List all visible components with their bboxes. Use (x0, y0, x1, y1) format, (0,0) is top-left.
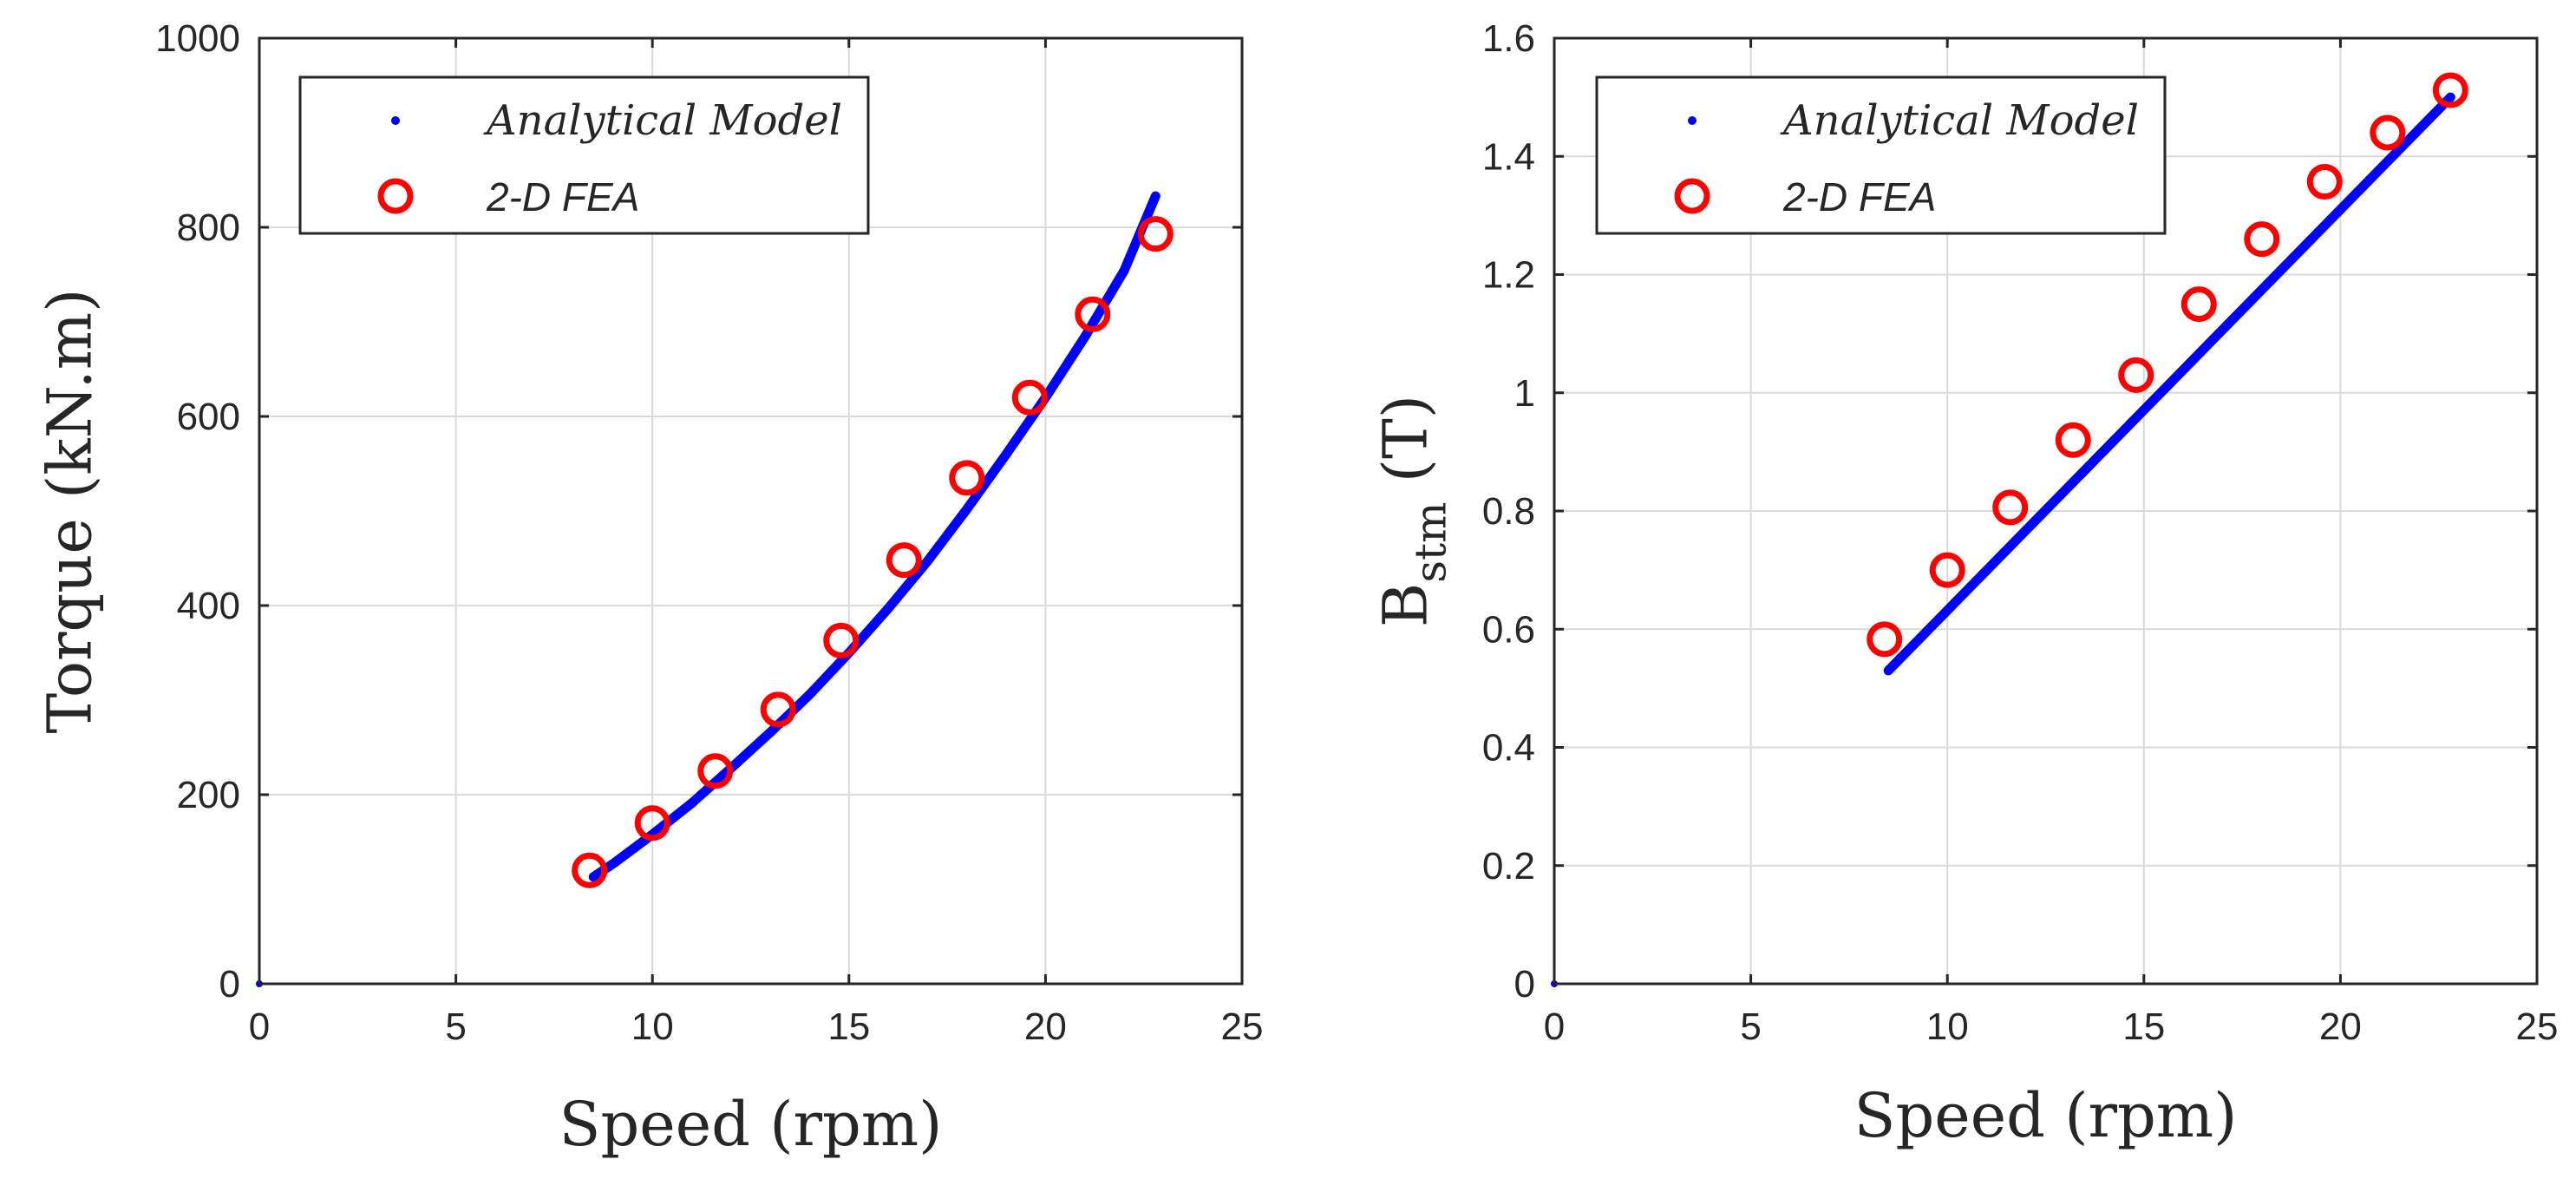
flux-y-tick-label: 1.2 (1482, 254, 1535, 297)
flux-y-axis-label: Bstm (T) (1370, 395, 1456, 627)
flux-fea-point (2055, 422, 2091, 458)
flux-y-axis-label-subscript: stm (1406, 501, 1456, 582)
torque-x-axis-label: Speed (rpm) (559, 1089, 943, 1160)
flux-fea-series (1867, 72, 2468, 658)
flux-tick-labels: 0 5 10 15 20 25 0 0.2 0.4 0.6 0.8 1 1.2 1.4 1.6 (1482, 17, 2559, 1048)
flux-y-tick-label: 0.4 (1482, 727, 1535, 770)
flux-y-tick-label: 1 (1514, 372, 1535, 415)
torque-y-tick-label: 400 (177, 585, 240, 627)
flux-y-tick-label: 0 (1514, 963, 1535, 1005)
flux-fea-point (2244, 221, 2280, 258)
torque-x-tick-label: 0 (249, 1005, 270, 1048)
torque-y-tick-label: 1000 (155, 17, 240, 60)
flux-analytical-curve (1883, 92, 2455, 676)
flux-fea-point (2118, 357, 2154, 393)
flux-fea-point (2306, 164, 2343, 200)
torque-analytical-curve (588, 191, 1161, 882)
flux-y-axis-label-main: B (1370, 583, 1442, 627)
torque-fea-series (572, 216, 1174, 888)
torque-plot-frame (258, 36, 1244, 986)
torque-x-tick-label: 10 (631, 1005, 674, 1048)
flux-legend-box (1595, 75, 2167, 235)
torque-y-tick-label: 0 (219, 963, 240, 1005)
flux-fea-point (1992, 489, 2029, 526)
flux-fea-point (2180, 286, 2217, 323)
torque-fea-point (697, 753, 734, 789)
torque-fea-point (760, 691, 796, 728)
flux-y-axis-label-unit: (T) (1370, 395, 1442, 502)
torque-legend-analytical-label: Analytical Model (483, 96, 842, 145)
torque-fea-point (1137, 216, 1174, 252)
torque-legend-circle-marker (377, 178, 414, 214)
flux-x-tick-label: 20 (2319, 1005, 2362, 1048)
torque-legend-dot-marker (391, 116, 400, 125)
torque-x-tick-label: 25 (1221, 1005, 1264, 1048)
torque-fea-point (1011, 379, 1048, 416)
flux-y-tick-label: 0.8 (1482, 490, 1535, 533)
flux-legend-circle-marker (1674, 178, 1710, 214)
flux-fea-point (1867, 621, 1903, 658)
flux-fea-point (2432, 72, 2468, 108)
torque-y-tick-label: 600 (177, 396, 240, 438)
flux-x-tick-label: 15 (2122, 1005, 2165, 1048)
flux-legend: Analytical Model 2-D FEA (1595, 75, 2167, 235)
flux-fea-point (2370, 115, 2406, 151)
flux-legend-fea-label: 2-D FEA (1782, 174, 1936, 219)
torque-y-tick-label: 800 (177, 206, 240, 249)
flux-legend-dot-marker (1688, 116, 1697, 125)
torque-y-axis-label: Torque (kN.m) (35, 289, 106, 734)
torque-x-tick-label: 5 (445, 1005, 466, 1048)
torque-fea-point (1075, 296, 1111, 332)
torque-fea-point (949, 460, 985, 496)
flux-y-tick-label: 1.6 (1482, 17, 1535, 60)
flux-tick-marks (1553, 36, 2539, 986)
torque-legend-box (298, 75, 870, 235)
torque-x-tick-label: 15 (827, 1005, 870, 1048)
torque-legend-fea-label: 2-D FEA (486, 174, 639, 219)
torque-tick-marks (258, 36, 1244, 986)
flux-x-tick-label: 10 (1926, 1005, 1969, 1048)
flux-legend-analytical-label: Analytical Model (1780, 96, 2139, 145)
torque-fea-point (823, 622, 860, 658)
flux-y-tick-label: 0.2 (1482, 845, 1535, 888)
flux-y-tick-label: 1.4 (1482, 135, 1535, 178)
flux-density-chart: 0 5 10 15 20 25 0 0.2 0.4 0.6 0.8 1 1.2 1.4 1.6 Speed … (1370, 17, 2559, 1151)
torque-fea-point (634, 805, 670, 842)
flux-x-tick-label: 0 (1544, 1005, 1565, 1048)
flux-y-tick-label: 0.6 (1482, 608, 1535, 651)
torque-fea-point (886, 542, 922, 579)
flux-x-tick-label: 5 (1740, 1005, 1761, 1048)
torque-tick-labels: 0 5 10 15 20 25 0 200 400 600 800 1000 (155, 17, 1263, 1048)
torque-y-tick-label: 200 (177, 774, 240, 816)
torque-legend: Analytical Model 2-D FEA (298, 75, 870, 235)
flux-x-tick-label: 25 (2516, 1005, 2559, 1048)
flux-fea-point (1929, 552, 1965, 588)
torque-fea-point (572, 852, 608, 888)
torque-x-tick-label: 20 (1024, 1005, 1067, 1048)
torque-y-axis-label-main: Torque (kN.m) (35, 289, 106, 734)
flux-x-axis-label: Speed (rpm) (1854, 1080, 2238, 1151)
